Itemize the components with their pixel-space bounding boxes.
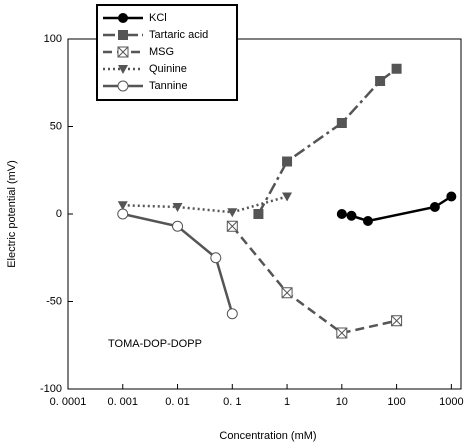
marker: [336, 327, 348, 339]
series-line: [257, 67, 398, 215]
x-tick-label: 0. 01: [165, 396, 189, 408]
marker-shape: [172, 203, 183, 212]
marker-shape: [118, 30, 128, 40]
marker: [117, 201, 128, 211]
marker: [429, 202, 440, 212]
legend-label: MSG: [149, 46, 174, 58]
series-line: [122, 212, 234, 315]
x-axis-label: Concentration (mM): [219, 430, 316, 442]
marker: [282, 192, 293, 202]
marker: [281, 287, 293, 299]
x-tick-label: 0. 0001: [50, 396, 87, 408]
marker-shape: [282, 192, 293, 202]
marker: [391, 315, 403, 327]
marker-shape: [391, 63, 402, 74]
marker-shape: [226, 220, 238, 232]
y-tick-label: 50: [50, 120, 62, 132]
marker: [117, 208, 129, 220]
marker: [282, 156, 293, 167]
legend-label: Tannine: [149, 80, 188, 92]
x-tick-label: 0. 1: [223, 396, 241, 408]
marker: [118, 30, 128, 40]
marker: [118, 13, 128, 23]
marker: [117, 80, 129, 92]
y-tick-label: -50: [46, 295, 62, 307]
marker-shape: [117, 208, 129, 220]
y-tick-label: -100: [40, 383, 62, 395]
y-tick-label: 0: [56, 208, 62, 220]
marker: [446, 191, 457, 202]
marker-shape: [226, 308, 238, 320]
marker: [336, 118, 347, 128]
marker: [117, 46, 129, 58]
marker: [375, 76, 386, 86]
marker-shape: [118, 65, 128, 74]
marker-shape: [118, 13, 128, 23]
x-tick-label: 0. 001: [107, 396, 138, 408]
marker-shape: [391, 315, 402, 327]
marker-shape: [210, 252, 222, 264]
marker: [391, 63, 402, 74]
marker-shape: [429, 202, 440, 212]
y-axis-label: Electric potential (mV): [6, 160, 18, 268]
legend: KCl Tartaric acid MSG Quinine Tannine: [96, 4, 238, 101]
marker-shape: [227, 208, 238, 218]
marker: [336, 209, 347, 219]
x-tick-label: 100: [387, 396, 405, 408]
x-tick-label: 10: [336, 396, 348, 408]
marker-shape: [336, 327, 348, 339]
marker-shape: [117, 46, 129, 58]
legend-label: Tartaric acid: [149, 29, 208, 41]
marker: [210, 252, 222, 264]
marker: [227, 208, 238, 218]
marker-shape: [172, 220, 184, 232]
annotation: TOMA-DOP-DOPP: [108, 338, 202, 350]
marker-shape: [336, 118, 347, 128]
legend-label: KCl: [149, 12, 167, 24]
marker: [226, 308, 238, 320]
marker: [362, 216, 373, 226]
y-tick-label: 100: [44, 33, 62, 45]
series-line: [231, 225, 397, 335]
marker-shape: [362, 216, 373, 226]
marker-shape: [336, 209, 347, 219]
marker-shape: [375, 76, 386, 86]
marker-shape: [282, 156, 293, 167]
marker-shape: [117, 80, 129, 92]
marker: [172, 203, 183, 212]
marker-shape: [346, 210, 357, 221]
marker-shape: [446, 191, 457, 202]
marker: [226, 220, 238, 232]
marker-shape: [281, 287, 293, 299]
marker: [118, 65, 128, 74]
marker-shape: [117, 201, 128, 211]
marker: [346, 210, 357, 221]
x-tick-label: 1000: [439, 396, 463, 408]
x-tick-label: 1: [284, 396, 290, 408]
marker: [253, 209, 264, 219]
marker: [172, 220, 184, 232]
legend-label: Quinine: [149, 63, 187, 75]
marker-shape: [253, 209, 264, 219]
